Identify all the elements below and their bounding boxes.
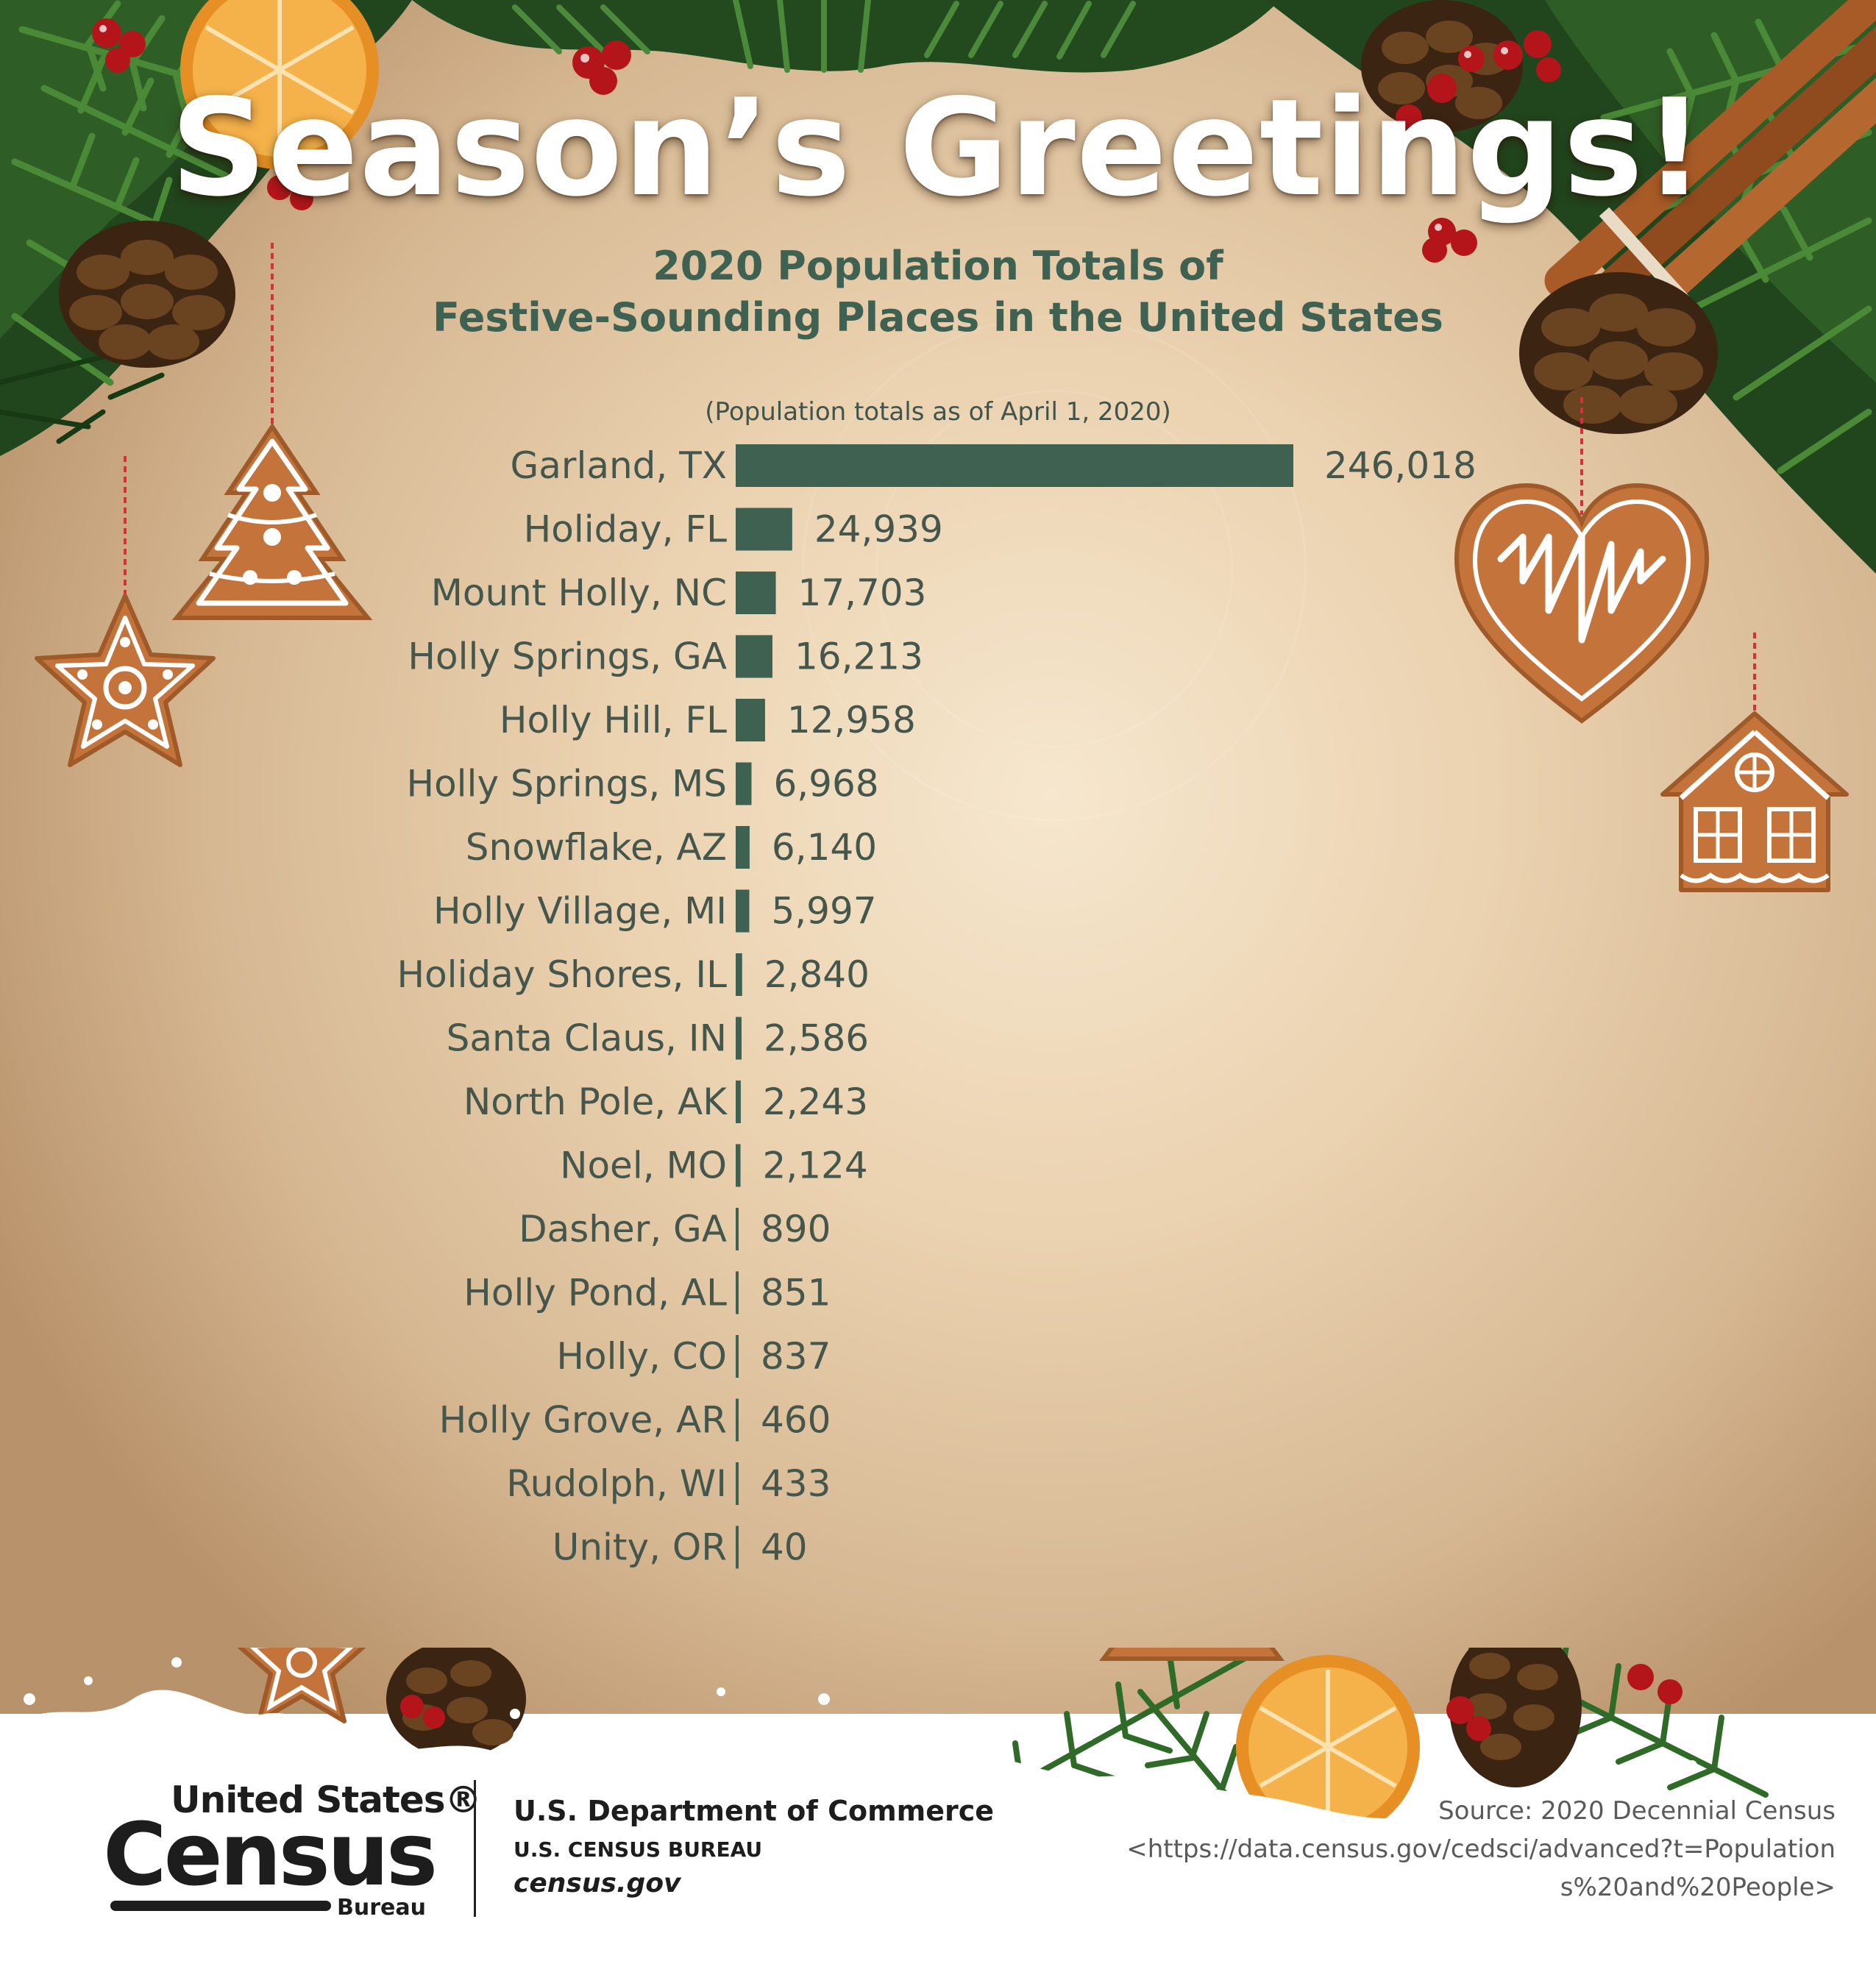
bar xyxy=(736,1271,739,1314)
orange-slice-icon xyxy=(1236,1655,1420,1839)
logo-underline xyxy=(110,1901,331,1911)
bar xyxy=(736,889,750,933)
source-citation: Source: 2020 Decennial Census <https://d… xyxy=(1126,1792,1836,1907)
chart-title-line-1: 2020 Population Totals of xyxy=(653,243,1223,289)
gingerbread-star-icon xyxy=(35,594,216,767)
gingerbread-house-icon xyxy=(1660,711,1849,892)
value-label: 246,018 xyxy=(1324,444,1477,487)
category-label: Mount Holly, NC xyxy=(431,572,727,614)
footer-divider xyxy=(474,1780,476,1917)
pinecone-icon xyxy=(1519,272,1718,434)
pinecone-icon xyxy=(59,221,235,368)
department-name: U.S. Department of Commerce xyxy=(514,1795,995,1827)
category-label: Holly Grove, AR xyxy=(439,1399,727,1442)
category-label: Holiday Shores, IL xyxy=(397,953,727,996)
source-line-2: <https://data.census.gov/cedsci/advanced… xyxy=(1126,1834,1836,1864)
pine-branch-icon xyxy=(412,0,1280,73)
gingerbread-star-icon xyxy=(237,1648,366,1723)
value-label: 460 xyxy=(761,1399,831,1442)
category-label: Snowflake, AZ xyxy=(466,826,727,869)
value-label: 12,958 xyxy=(787,699,916,741)
bar xyxy=(736,1526,739,1569)
category-label: Santa Claus, IN xyxy=(447,1017,727,1060)
background-ring xyxy=(875,390,1233,747)
chart-note: (Population totals as of April 1, 2020) xyxy=(705,397,1171,427)
category-label: Holly Springs, GA xyxy=(408,636,727,678)
category-label: Noel, MO xyxy=(560,1145,727,1187)
main-title: Season’s Greetings! xyxy=(170,70,1706,226)
bar xyxy=(736,1081,741,1123)
value-labels: 246,018 24,939 17,703 16,213 12,958 6,968 6,14… xyxy=(761,444,1477,1569)
gingerbread-tree-icon xyxy=(1099,1648,1285,1661)
value-label: 6,968 xyxy=(773,763,878,805)
bar xyxy=(736,1208,739,1250)
berries-icon xyxy=(99,25,1508,231)
bar xyxy=(736,508,792,551)
category-label: Dasher, GA xyxy=(519,1208,727,1250)
category-label: Holly Springs, MS xyxy=(406,763,727,805)
berries-icon xyxy=(92,18,1561,263)
orange-slice-icon xyxy=(180,0,379,169)
cinnamon-sticks-icon xyxy=(1544,0,1876,355)
bar xyxy=(736,699,765,741)
logo-line-2: Census xyxy=(103,1804,438,1905)
category-label: Rudolph, WI xyxy=(506,1462,727,1505)
value-label: 837 xyxy=(761,1335,831,1378)
population-bar-chart: Garland, TX Holiday, FL Mount Holly, NC Hol… xyxy=(397,444,1477,1569)
logo-line-1: United States® xyxy=(171,1779,482,1821)
bar xyxy=(736,1144,741,1187)
bar xyxy=(736,1398,739,1442)
bars xyxy=(736,444,1293,1569)
category-label: Unity, OR xyxy=(553,1526,727,1569)
bar xyxy=(736,826,750,869)
background-ring xyxy=(802,316,1307,821)
category-label: North Pole, AK xyxy=(463,1081,728,1123)
category-label: Holly, CO xyxy=(556,1335,727,1378)
value-label: 851 xyxy=(761,1272,831,1314)
ornament-strings xyxy=(124,243,1756,721)
value-label: 5,997 xyxy=(771,890,876,933)
value-label: 6,140 xyxy=(772,826,877,869)
value-label: 2,840 xyxy=(764,953,870,996)
pinecone-icon xyxy=(1449,1648,1582,1787)
berries-icon xyxy=(400,1664,1683,1741)
top-decorations xyxy=(0,0,1876,892)
value-label: 16,213 xyxy=(795,636,923,678)
value-label: 890 xyxy=(761,1208,831,1250)
bar xyxy=(736,635,772,678)
source-line-3: s%20and%20People> xyxy=(1560,1873,1836,1902)
category-label: Holly Pond, AL xyxy=(463,1272,727,1314)
census-bureau-logo: United States® Census Bureau xyxy=(103,1779,482,1921)
snow-icon xyxy=(0,1657,1876,1986)
value-label: 2,243 xyxy=(763,1081,868,1123)
bar xyxy=(736,762,752,805)
value-label: 24,939 xyxy=(814,508,943,551)
bar xyxy=(736,953,742,996)
bar xyxy=(736,1335,739,1378)
value-label: 2,586 xyxy=(764,1017,869,1060)
source-line-1: Source: 2020 Decennial Census xyxy=(1438,1796,1836,1826)
bar xyxy=(736,572,776,614)
value-label: 17,703 xyxy=(798,572,927,614)
value-label: 40 xyxy=(761,1526,808,1569)
category-label: Holly Village, MI xyxy=(433,890,727,933)
bureau-name: U.S. CENSUS BUREAU xyxy=(514,1837,763,1862)
bar xyxy=(736,444,1293,487)
logo-line-3: Bureau xyxy=(337,1895,426,1921)
category-label: Holly Hill, FL xyxy=(500,699,727,741)
category-labels: Garland, TX Holiday, FL Mount Holly, NC Hol… xyxy=(397,444,728,1569)
value-label: 433 xyxy=(761,1462,831,1505)
value-label: 2,124 xyxy=(763,1145,868,1187)
category-label: Holiday, FL xyxy=(524,508,727,551)
gingerbread-tree-icon xyxy=(171,422,373,620)
bar xyxy=(736,1017,742,1060)
bottom-decorations xyxy=(0,1648,1876,1986)
category-label: Garland, TX xyxy=(511,444,727,487)
gingerbread-heart-icon xyxy=(1454,483,1710,724)
bar xyxy=(736,1462,739,1505)
census-website-link[interactable]: census.gov xyxy=(514,1868,681,1898)
chart-title-line-2: Festive-Sounding Places in the United St… xyxy=(433,294,1443,341)
